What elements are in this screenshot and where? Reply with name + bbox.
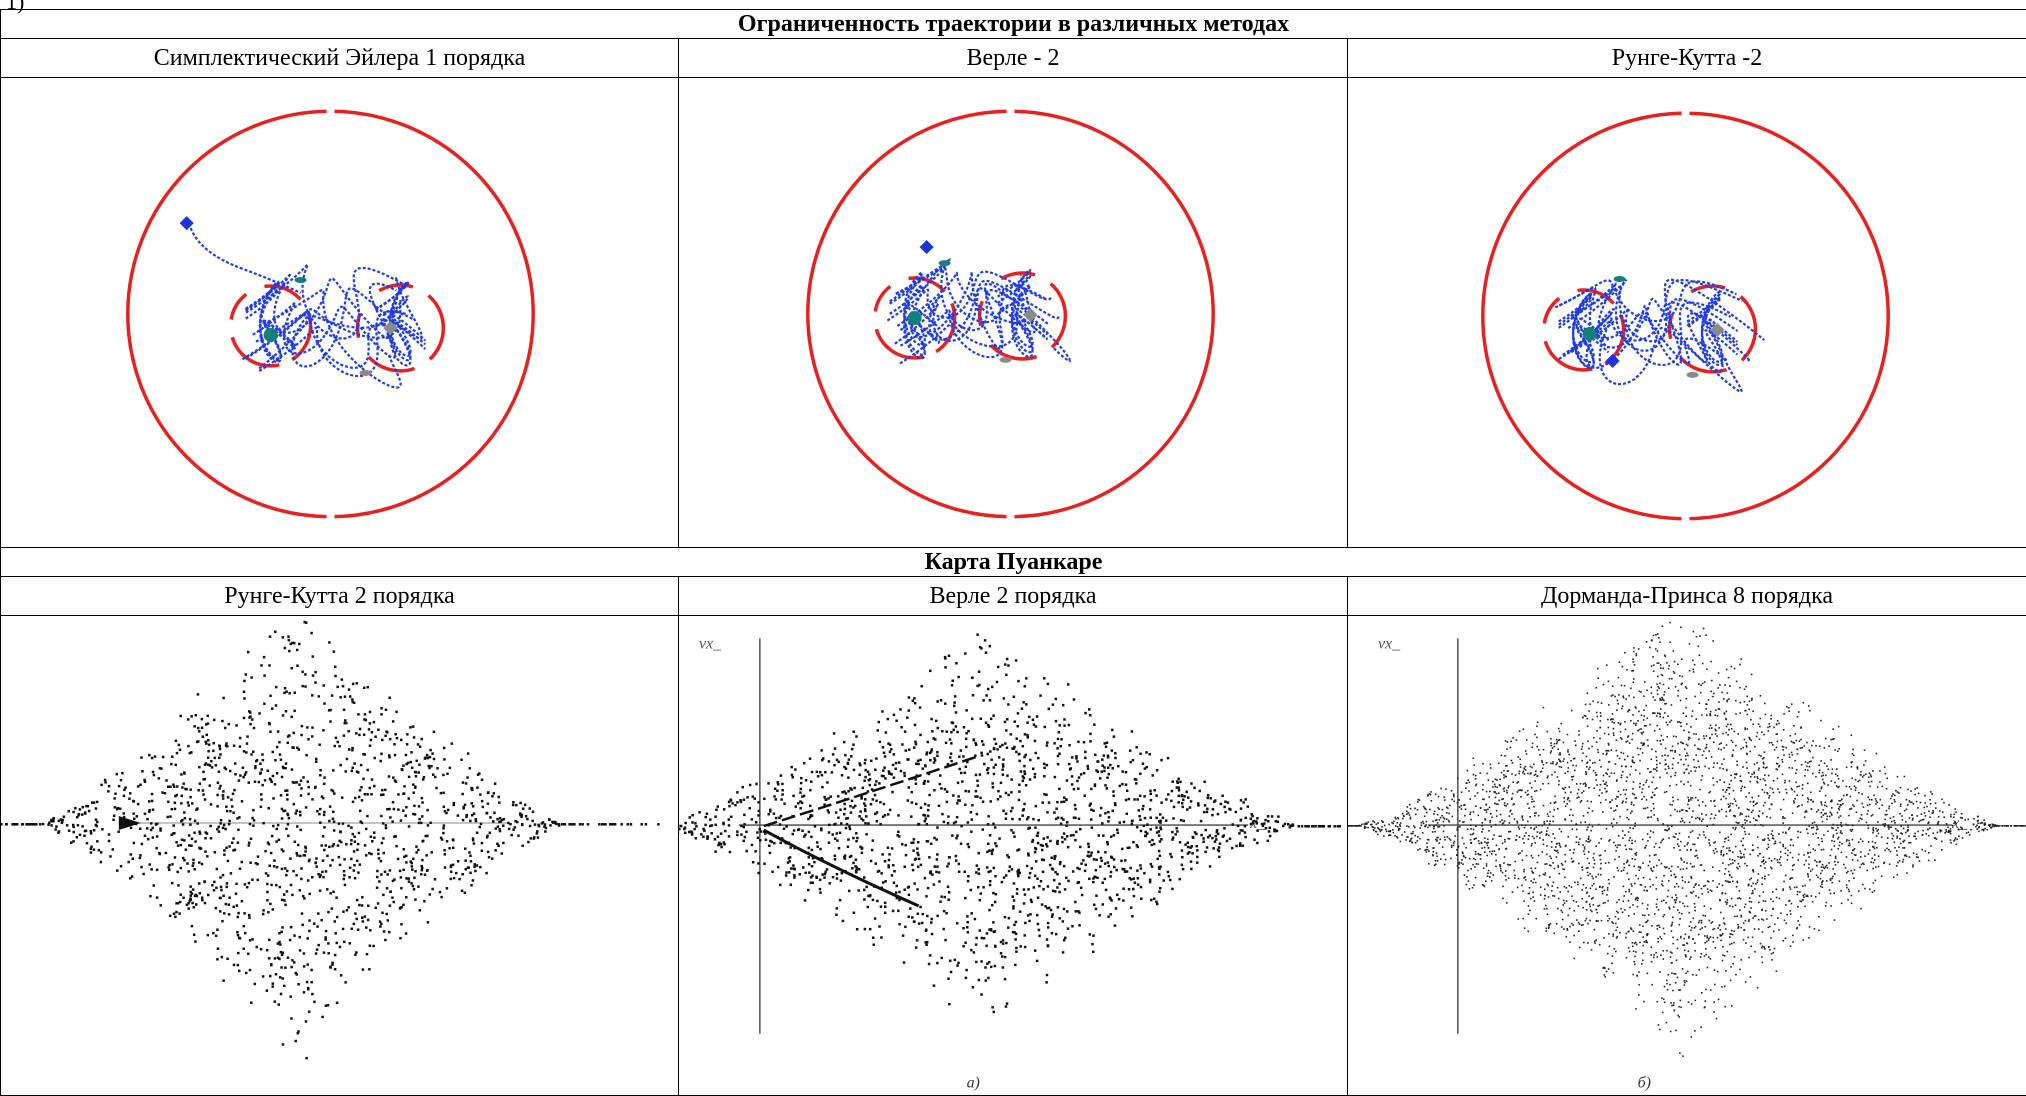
- trajectory-panel-euler: [1, 78, 679, 548]
- trajectory-panel-verlet: [679, 78, 1348, 548]
- body-marker: [264, 328, 278, 342]
- body-marker: [359, 370, 371, 376]
- trajectory-plot-runge-kutta: [1348, 78, 2026, 547]
- outer-boundary-circle: [128, 111, 533, 516]
- comparison-table: Ограниченность траектории в различных ме…: [0, 9, 2026, 1096]
- body-marker: [1606, 354, 1620, 368]
- caption-verlet2: Верле 2 порядка: [679, 577, 1348, 616]
- poincare-points: [1, 621, 678, 1060]
- trajectory-path: [191, 228, 426, 387]
- body-marker: [1687, 372, 1699, 378]
- poincare-map-dp8: vx_ x_ б): [1348, 616, 2026, 1095]
- body-marker: [920, 240, 934, 254]
- caption-euler: Симплектический Эйлера 1 порядка: [1, 39, 679, 78]
- poincare-orbit-band: [764, 830, 919, 906]
- outer-boundary-circle: [808, 111, 1213, 516]
- poincare-cusp: [119, 816, 141, 830]
- poincare-map-rk2: [1, 616, 678, 1095]
- outer-boundary-circle: [1483, 113, 1888, 518]
- poincare-panel-verlet: vx_ x_ а): [679, 616, 1348, 1096]
- caption-rk2: Рунге-Кутта 2 порядка: [1, 577, 679, 616]
- caption-verlet: Верле - 2: [679, 39, 1348, 78]
- body-marker: [295, 277, 307, 283]
- poincare-y-axis-label: vx_: [1378, 635, 1401, 652]
- body-marker: [908, 311, 922, 325]
- poincare-points: [679, 633, 1347, 1013]
- section-title-trajectory: Ограниченность траектории в различных ме…: [1, 10, 2026, 39]
- panel-label-a: а): [967, 1075, 980, 1092]
- poincare-panel-dp8: vx_ x_ б): [1348, 616, 2026, 1096]
- poincare-map-verlet: vx_ x_ а): [679, 616, 1347, 1095]
- section-title-poincare: Карта Пуанкаре: [1, 548, 2026, 577]
- poincare-points: [1348, 616, 2026, 1057]
- body-marker: [1614, 276, 1626, 282]
- poincare-y-axis-label: vx_: [699, 635, 722, 652]
- trajectory-plot-verlet: [679, 78, 1347, 547]
- panel-label-b: б): [1638, 1075, 1651, 1092]
- caption-dp8: Дорманда-Принса 8 порядка: [1348, 577, 2026, 616]
- poincare-panel-rk2: [1, 616, 679, 1096]
- body-marker: [939, 260, 951, 266]
- caption-runge-kutta: Рунге-Кутта -2: [1348, 39, 2026, 78]
- trajectory-plot-euler: [1, 78, 678, 547]
- trajectory-panel-runge-kutta: [1348, 78, 2026, 548]
- body-marker: [1583, 327, 1597, 341]
- body-marker: [1000, 357, 1012, 363]
